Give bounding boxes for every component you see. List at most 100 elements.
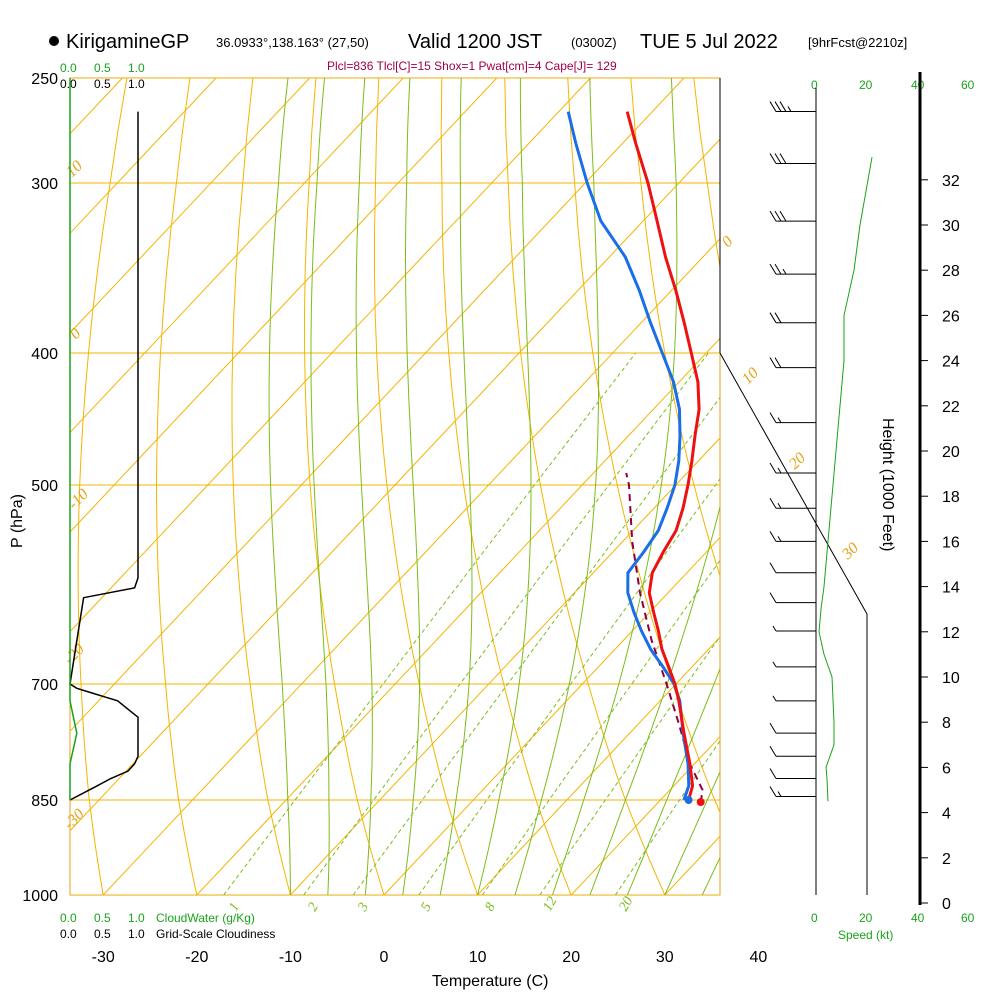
moist-adiabat <box>552 78 678 895</box>
station-dot-icon <box>49 36 59 46</box>
height-tick-label: 18 <box>942 489 960 506</box>
x-tick-label: 20 <box>562 949 580 966</box>
x-tick-label: 0 <box>380 949 389 966</box>
barb-flag <box>769 746 777 757</box>
dry-adiabat <box>303 78 385 895</box>
isotherm-line <box>70 78 217 235</box>
x-tick-label: 30 <box>656 949 674 966</box>
height-tick-label: 0 <box>942 896 951 913</box>
barb-half <box>772 695 777 702</box>
moist-adiabat <box>477 78 532 895</box>
isotherm-line <box>0 78 29 895</box>
valid-date: TUE 5 Jul 2022 <box>640 31 778 53</box>
svg-text:0: 0 <box>811 78 818 92</box>
wind-barbs <box>769 101 816 797</box>
svg-text:60: 60 <box>961 911 975 925</box>
x-tick-label: 40 <box>750 949 768 966</box>
barb-flag <box>774 357 782 368</box>
isotherm-line <box>70 78 591 633</box>
dry-adiabat <box>693 78 720 270</box>
sounding-params: Plcl=836 Tlcl[C]=15 Shox=1 Pwat[cm]=4 Ca… <box>327 59 617 73</box>
y-tick-label: 850 <box>31 793 58 810</box>
cloudiness-curve <box>69 111 139 801</box>
wind-barb <box>769 210 816 222</box>
height-tick-label: 12 <box>942 625 960 642</box>
mixing-ratio-line <box>418 478 720 895</box>
mixing-ratio-label: 2 <box>305 900 321 914</box>
station-name: KirigamineGP <box>66 31 189 53</box>
moist-adiabat <box>310 78 330 895</box>
isotherm-line <box>70 78 123 135</box>
barb-flag <box>779 101 787 112</box>
barb-flag <box>769 722 777 734</box>
left-bottom-green-ticks: 0.0 0.5 1.0 CloudWater (g/Kg) <box>60 911 255 925</box>
isotherm-label: -30 <box>61 806 88 833</box>
isotherm-label: -10 <box>65 486 92 513</box>
isotherm-line <box>70 78 498 533</box>
y-tick-label: 700 <box>31 677 58 694</box>
svg-text:40: 40 <box>911 911 925 925</box>
svg-text:0.0: 0.0 <box>60 911 77 925</box>
svg-text:1.0: 1.0 <box>128 927 145 941</box>
wind-barb <box>769 746 816 757</box>
isotherm-line <box>70 78 685 732</box>
barb-flag <box>769 786 777 797</box>
moist-adiabat <box>402 78 421 895</box>
wind-barb <box>769 263 816 275</box>
barb-half <box>772 625 777 632</box>
barb-flag <box>774 210 782 222</box>
isotherm-line <box>383 536 720 895</box>
moist-adiabat <box>355 78 373 895</box>
height-tick-label: 24 <box>942 354 960 371</box>
barb-half <box>787 106 792 112</box>
mixing-ratio-line <box>352 396 720 895</box>
barb-half <box>777 791 782 797</box>
isotherm-line <box>70 78 310 334</box>
barb-flag <box>769 531 777 542</box>
wind-barb <box>772 695 816 702</box>
svg-text:0.0: 0.0 <box>60 61 77 75</box>
svg-text:20: 20 <box>859 911 873 925</box>
height-tick-label: 26 <box>942 308 960 325</box>
height-tick-label: 4 <box>942 806 951 823</box>
valid-zulu: (0300Z) <box>571 35 617 50</box>
height-tick-label: 8 <box>942 715 951 732</box>
barb-flag <box>779 153 787 164</box>
svg-text:0.0: 0.0 <box>60 77 77 91</box>
barb-flag <box>774 263 782 275</box>
barb-flag <box>774 101 782 112</box>
barb-flag <box>769 263 777 275</box>
svg-text:0.5: 0.5 <box>94 927 111 941</box>
moist-adiabat <box>514 78 600 895</box>
plot-layer: -30 -20 -10 0 10 20 30 402503004005007008501000… <box>0 71 960 966</box>
cloudwater-curve <box>69 78 78 800</box>
wind-barb <box>769 497 816 509</box>
isotherm-line <box>70 78 404 434</box>
height-tick-label: 6 <box>942 760 951 777</box>
forecast-info: [9hrFcst@2210z] <box>808 35 907 50</box>
svg-text:20: 20 <box>859 78 873 92</box>
svg-text:1.0: 1.0 <box>128 61 145 75</box>
svg-text:0: 0 <box>811 911 818 925</box>
y-tick-label: 250 <box>31 71 58 88</box>
y-axis-label: P (hPa) <box>9 494 26 548</box>
moist-adiabat <box>701 856 720 895</box>
barb-flag <box>769 357 777 368</box>
barb-half <box>782 268 787 275</box>
barb-flag <box>774 312 782 323</box>
isotherm-line <box>102 238 720 895</box>
barb-flag <box>769 592 777 603</box>
temperature-curve <box>625 111 701 801</box>
y-tick-label: 500 <box>31 478 58 495</box>
svg-text:1.0: 1.0 <box>128 77 145 91</box>
cloudwater-label: CloudWater (g/Kg) <box>156 911 255 925</box>
barb-half <box>772 661 777 668</box>
dry-adiabat <box>440 78 572 895</box>
svg-text:1.0: 1.0 <box>128 911 145 925</box>
wind-top-ticks: 0 20 40 60 <box>811 78 975 92</box>
height-tick-label: 22 <box>942 399 960 416</box>
wind-barb <box>769 462 816 474</box>
